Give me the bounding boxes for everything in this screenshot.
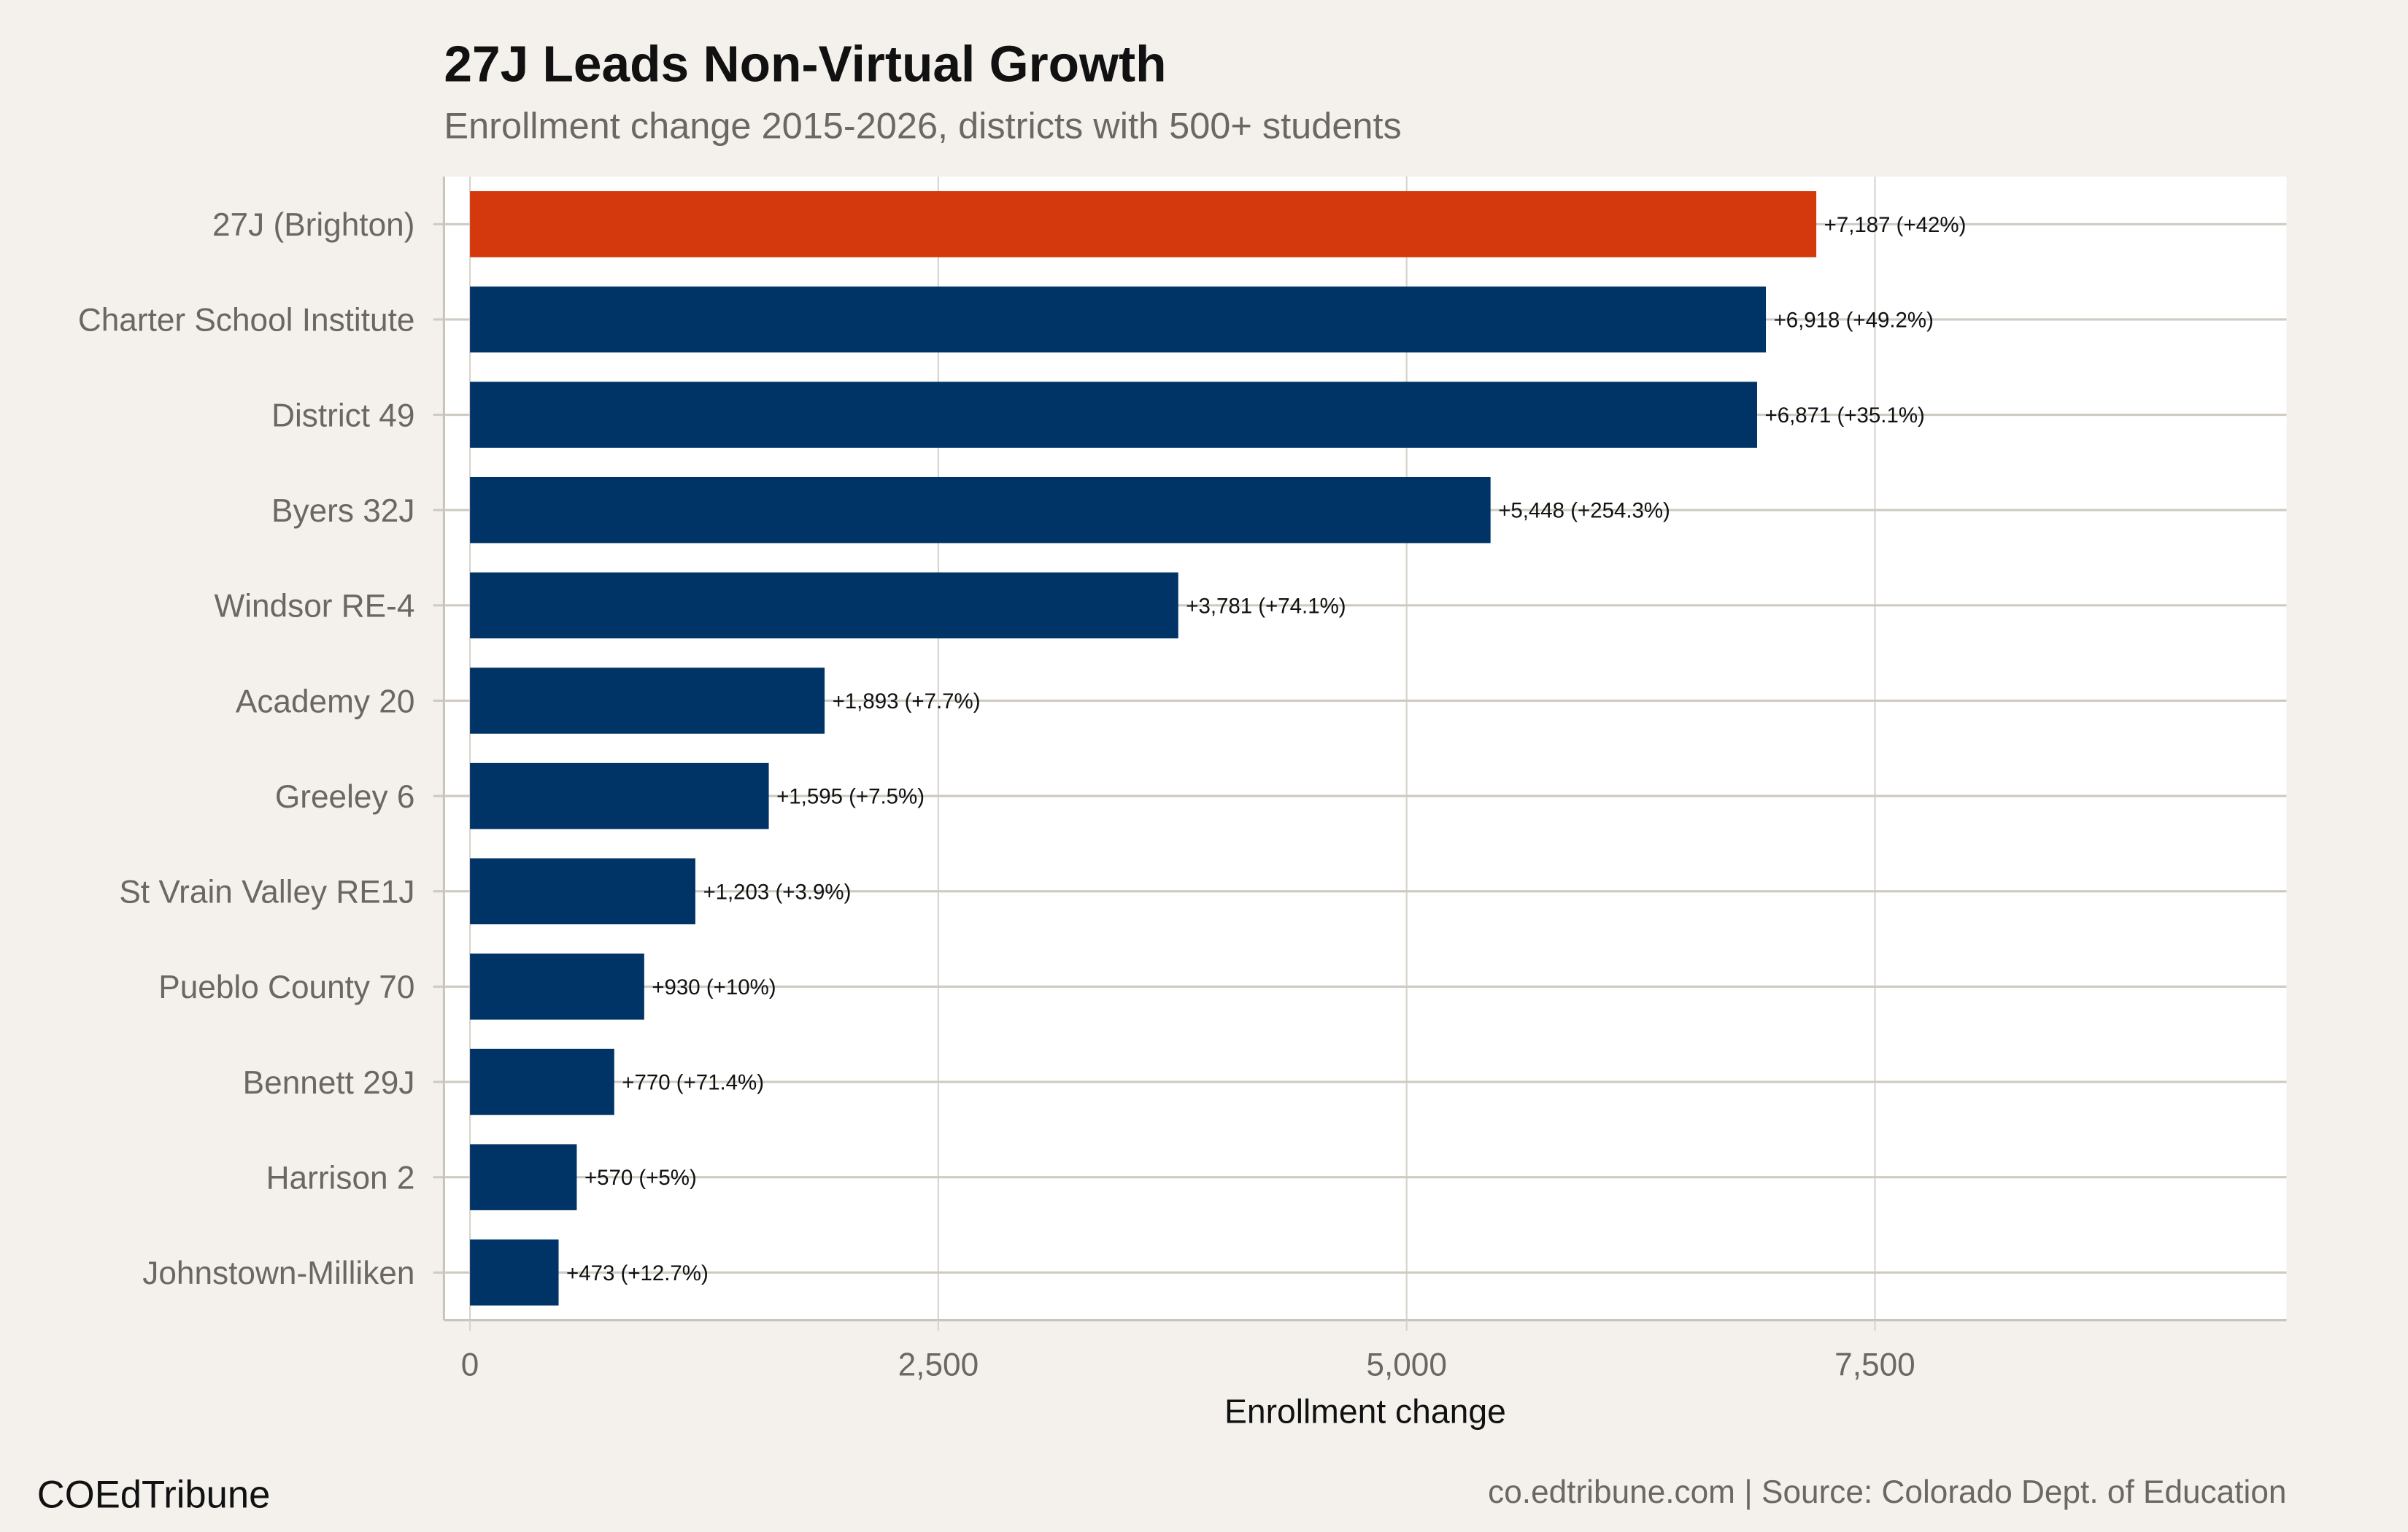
chart-subtitle: Enrollment change 2015-2026, districts w… — [444, 104, 1401, 146]
bar-27j-brighton- — [470, 191, 1817, 258]
x-axis-title: Enrollment change — [1224, 1393, 1506, 1431]
y-tick-label: Charter School Institute — [78, 303, 415, 338]
y-tick-label: St Vrain Valley RE1J — [119, 875, 414, 910]
plot-panel — [444, 176, 2287, 1320]
y-tick-label: Windsor RE-4 — [215, 589, 415, 624]
bar-greeley-6 — [470, 762, 769, 829]
bar-st-vrain-valley-re1j — [470, 858, 695, 924]
y-tick-label: 27J (Brighton) — [212, 207, 414, 243]
y-tick-label: Harrison 2 — [266, 1160, 415, 1196]
y-tick-label: Pueblo County 70 — [158, 970, 414, 1005]
chart-title: 27J Leads Non-Virtual Growth — [444, 36, 1166, 93]
x-tick-label: 5,000 — [1366, 1347, 1447, 1382]
data-label: +473 (+12.7%) — [566, 1261, 709, 1285]
bar-harrison-2 — [470, 1144, 577, 1210]
y-tick-label: Johnstown-Milliken — [142, 1256, 414, 1291]
x-tick-label: 7,500 — [1834, 1347, 1915, 1382]
y-tick-label: Byers 32J — [271, 493, 414, 529]
bar-academy-20 — [470, 668, 825, 734]
data-label: +3,781 (+74.1%) — [1186, 594, 1346, 618]
y-tick-label: District 49 — [271, 398, 414, 433]
footer-source: co.edtribune.com | Source: Colorado Dept… — [1488, 1474, 2286, 1510]
bar-bennett-29j — [470, 1048, 614, 1115]
bar-pueblo-county-70 — [470, 953, 644, 1020]
footer-brand: COEdTribune — [37, 1473, 271, 1516]
y-tick-label: Greeley 6 — [275, 779, 415, 815]
y-tick-label: Bennett 29J — [243, 1065, 415, 1101]
data-label: +1,595 (+7.5%) — [776, 785, 925, 809]
bar-johnstown-milliken — [470, 1239, 559, 1306]
bar-byers-32j — [470, 476, 1491, 543]
data-label: +570 (+5%) — [584, 1166, 697, 1190]
data-label: +1,203 (+3.9%) — [703, 880, 851, 904]
data-label: +930 (+10%) — [652, 975, 776, 999]
bar-windsor-re-4 — [470, 572, 1178, 639]
bar-district-49 — [470, 382, 1757, 448]
data-label: +7,187 (+42%) — [1824, 213, 1967, 237]
bar-charter-school-institute — [470, 286, 1767, 353]
data-label: +6,871 (+35.1%) — [1765, 403, 1925, 428]
data-label: +1,893 (+7.7%) — [833, 689, 981, 713]
data-label: +770 (+71.4%) — [622, 1071, 764, 1095]
x-tick-label: 2,500 — [898, 1347, 979, 1382]
y-tick-label: Academy 20 — [236, 684, 415, 719]
x-tick-label: 0 — [461, 1347, 479, 1382]
data-label: +5,448 (+254.3%) — [1498, 499, 1670, 523]
data-label: +6,918 (+49.2%) — [1774, 308, 1934, 332]
